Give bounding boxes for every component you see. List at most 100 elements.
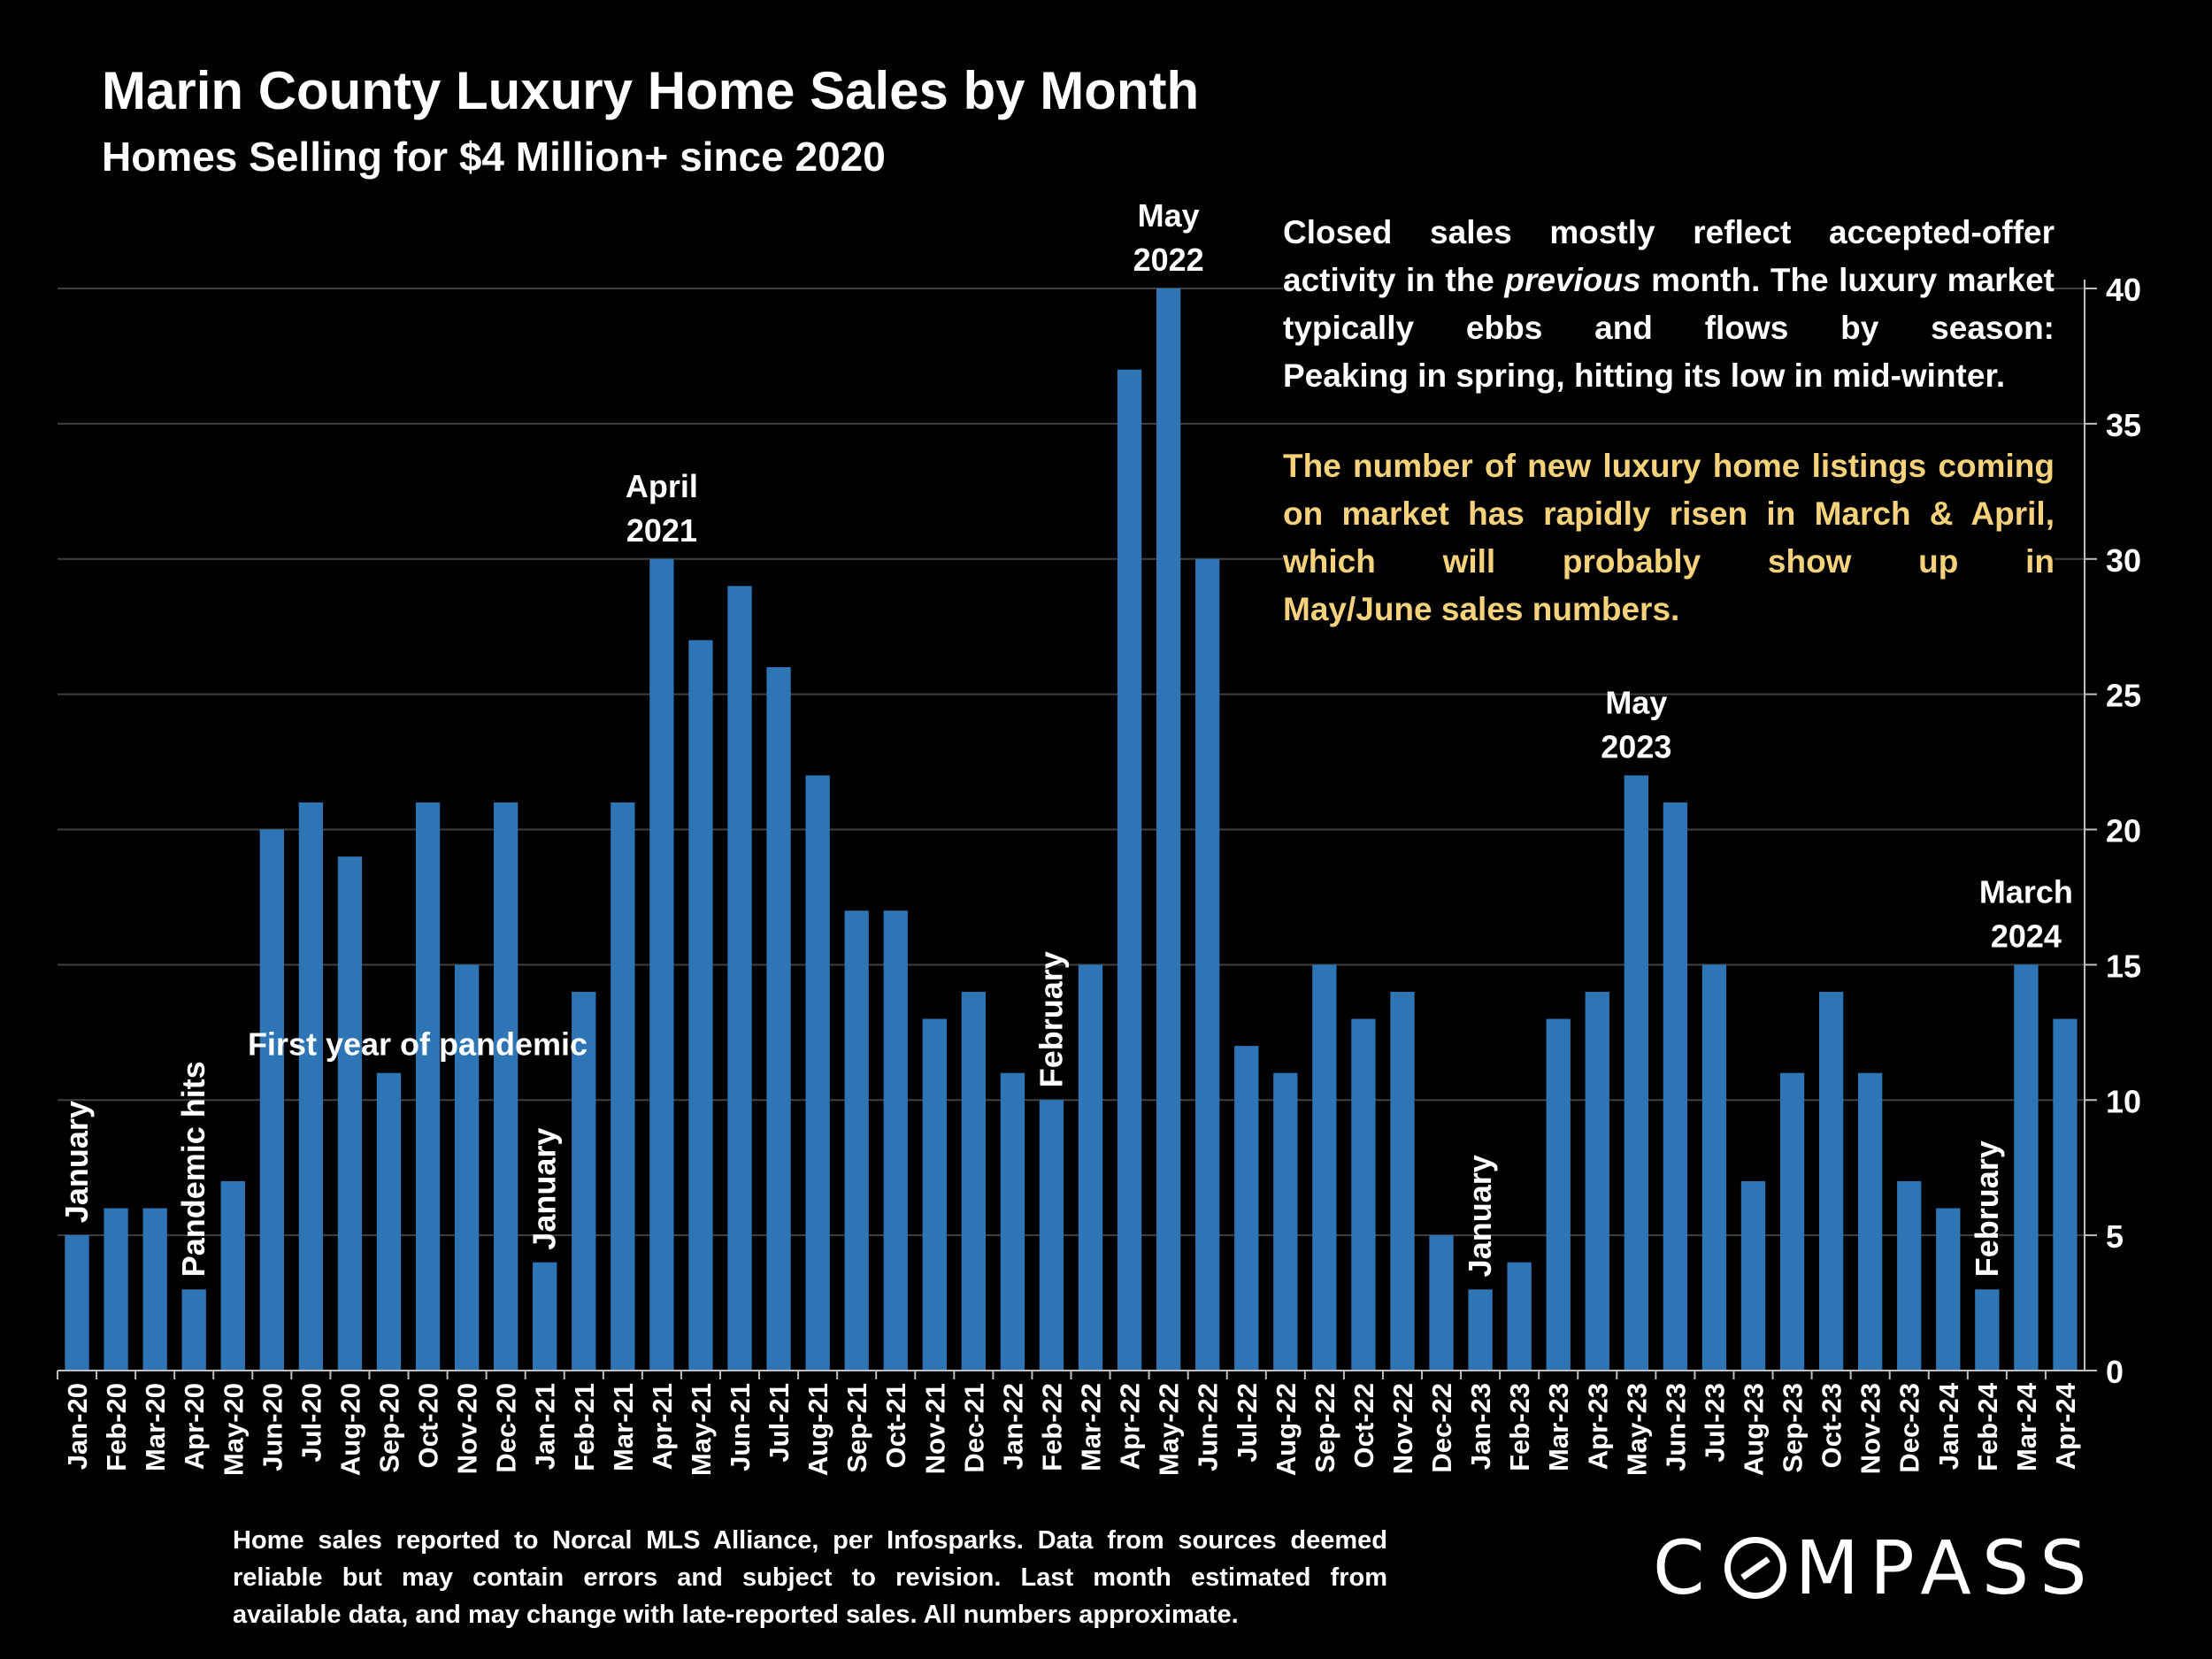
annotation-label: February [1969,1141,2005,1277]
listings-commentary-text: The number of new luxury home listings c… [1283,448,2055,580]
bar-Aug-20 [337,856,363,1371]
x-tick-label: Aug-20 [334,1383,365,1476]
chart-title: Marin County Luxury Home Sales by Month [102,61,1200,120]
sales-commentary: Closed sales mostly reflect accepted-off… [1283,209,2055,400]
x-tick-label: Jul-20 [296,1383,326,1463]
bar-Mar-23 [1546,1018,1571,1371]
bar-Feb-22 [1039,1100,1064,1371]
footnote-line-1: Home sales reported to Norcal MLS Allian… [233,1526,1387,1555]
x-tick-label: Feb-24 [1972,1382,2003,1471]
bar-Feb-23 [1507,1262,1532,1371]
bar-Apr-23 [1585,991,1609,1371]
x-tick-label: Oct-22 [1348,1383,1379,1468]
sales-commentary-text-2: month. The luxury market typically ebbs … [1283,262,2055,346]
y-tick-label: 40 [2106,272,2141,308]
x-tick-label: Mar-20 [140,1383,171,1471]
bar-Oct-22 [1351,1018,1376,1371]
x-tick-label: Jun-21 [725,1383,756,1471]
x-tick-label: May-21 [686,1383,717,1476]
x-tick-label: Apr-21 [647,1383,678,1470]
x-tick-label: Feb-23 [1504,1383,1535,1471]
bar-Aug-22 [1273,1072,1298,1371]
bar-Sep-20 [376,1072,402,1371]
bar-Dec-21 [961,991,987,1371]
x-tick-label: Nov-23 [1855,1383,1886,1474]
x-tick-label: Jul-23 [1699,1383,1730,1463]
x-tick-label: Jun-23 [1660,1383,1691,1471]
annotation-label: 2023 [1601,728,1671,764]
x-tick-label: May-20 [218,1383,249,1476]
bar-Aug-21 [805,775,830,1371]
bar-Nov-23 [1858,1072,1883,1371]
x-tick-label: Dec-21 [958,1383,989,1473]
x-tick-label: Aug-21 [803,1383,833,1476]
x-tick-label: May-23 [1621,1383,1652,1476]
bar-Dec-20 [494,802,518,1371]
bar-Apr-21 [649,558,674,1371]
bar-Jul-23 [1701,964,1727,1371]
y-tick-label: 0 [2106,1354,2124,1390]
bar-Nov-22 [1390,991,1415,1371]
annotation-label: 2021 [626,512,697,549]
bar-Jan-24 [1936,1208,1961,1371]
y-tick-label: 35 [2106,407,2141,443]
bar-Sep-22 [1312,964,1337,1371]
bar-Dec-23 [1897,1180,1922,1371]
annotation-label: January [526,1128,563,1250]
bar-Jul-20 [298,802,324,1371]
bar-Mar-20 [142,1208,167,1371]
bar-Mar-24 [2014,964,2039,1371]
annotation-label: May [1605,684,1667,720]
x-tick-label: May-22 [1154,1383,1185,1476]
bar-Dec-22 [1429,1235,1454,1371]
axes [57,280,2097,1379]
bar-Nov-20 [454,964,480,1371]
x-tick-label: Sep-20 [373,1383,404,1473]
x-tick-label: Nov-21 [919,1383,950,1474]
annotation-label: January [58,1101,95,1223]
x-tick-label: Dec-20 [491,1383,522,1473]
x-tick-labels: Jan-20 Feb-20 Mar-20 Apr-20 May-20 Jun-20 Jul-… [62,1382,2081,1476]
x-tick-label: Feb-22 [1036,1383,1067,1471]
y-tick-label: 30 [2106,542,2141,579]
x-tick-label: Apr-22 [1115,1383,1146,1470]
x-tick-label: Jul-21 [764,1383,795,1463]
footnote-line-3: available data, and may change with late… [233,1601,1239,1629]
x-tick-label: Jan-24 [1933,1382,1964,1470]
x-tick-label: Jun-22 [1193,1383,1224,1471]
annotation-label: 2022 [1133,242,1204,278]
bar-Jul-21 [766,667,791,1371]
bar-Apr-20 [181,1289,206,1371]
x-tick-label: Jan-20 [62,1383,93,1470]
x-tick-label: Oct-20 [413,1383,444,1468]
x-tick-label: Oct-21 [880,1383,911,1468]
bar-Oct-23 [1818,991,1844,1371]
bar-Mar-22 [1078,964,1103,1371]
x-tick-label: Jun-20 [257,1383,288,1471]
bar-Mar-21 [611,802,635,1371]
bar-Jan-23 [1468,1289,1493,1371]
listings-commentary-last-line: May/June sales numbers. [1283,591,1680,627]
x-tick-label: Mar-23 [1543,1383,1574,1471]
bar-Jun-22 [1195,558,1220,1371]
bar-Feb-21 [572,991,596,1371]
x-tick-label: Feb-20 [101,1383,132,1471]
bar-Jan-20 [65,1235,89,1371]
annotation-label: Pandemic hits [175,1061,211,1277]
x-tick-label: Dec-22 [1426,1383,1457,1473]
bar-annotations: January Pandemic hits First year of pandem… [58,197,2073,1277]
bar-Apr-22 [1117,369,1142,1371]
x-tick-label: Nov-20 [452,1383,483,1474]
x-tick-label: Mar-24 [2011,1382,2042,1471]
chart-subtitle: Homes Selling for $4 Million+ since 2020 [102,134,886,180]
bar-Apr-24 [2053,1018,2078,1371]
y-tick-label: 10 [2106,1083,2141,1119]
x-tick-label: Apr-23 [1582,1383,1613,1470]
annotation-label: April [626,468,698,504]
sales-commentary-italic: previous [1504,262,1641,298]
x-tick-label: Nov-22 [1387,1383,1418,1474]
bar-Aug-23 [1740,1180,1766,1371]
y-tick-label: 25 [2106,678,2141,714]
x-tick-label: Jan-21 [530,1383,561,1470]
y-tick-label: 20 [2106,813,2141,849]
